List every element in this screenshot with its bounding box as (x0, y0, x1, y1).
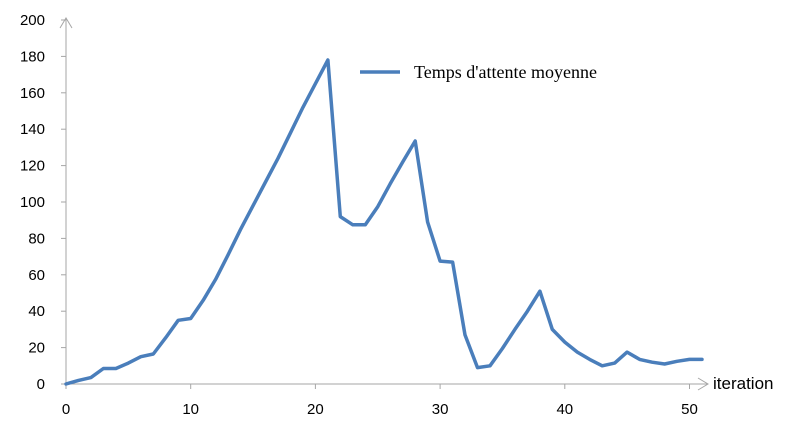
y-tick-label: 140 (20, 121, 45, 138)
y-tick-label: 20 (28, 340, 45, 357)
x-tick-label: 40 (556, 401, 573, 418)
y-tick-label: 200 (20, 12, 45, 29)
x-axis-arrow (697, 377, 709, 391)
y-tick-label: 160 (20, 85, 45, 102)
y-tick-label: 120 (20, 158, 45, 175)
legend-label: Temps d'attente moyenne (414, 62, 597, 82)
x-tick-label: 0 (62, 401, 70, 418)
x-tick-label: 30 (432, 401, 449, 418)
y-tick-label: 40 (28, 303, 45, 320)
y-tick-labels: 0 20 40 60 80 100 120 140 160 180 200 (20, 12, 45, 393)
series-line (64, 58, 704, 386)
x-tick-label: 50 (681, 401, 698, 418)
legend: Temps d'attente moyenne (360, 62, 597, 82)
y-tick-label: 0 (37, 376, 45, 393)
axes (59, 17, 709, 391)
y-tick-label: 100 (20, 194, 45, 211)
y-tick-label: 180 (20, 48, 45, 65)
y-axis-arrow (59, 17, 73, 29)
series-group (64, 58, 704, 386)
y-tick-label: 60 (28, 267, 45, 284)
x-tick-labels: 0 10 20 30 40 50 (62, 401, 698, 418)
x-axis-label: iteration (713, 374, 773, 393)
x-tick-label: 20 (307, 401, 324, 418)
x-tick-label: 10 (182, 401, 199, 418)
y-tick-label: 80 (28, 230, 45, 247)
